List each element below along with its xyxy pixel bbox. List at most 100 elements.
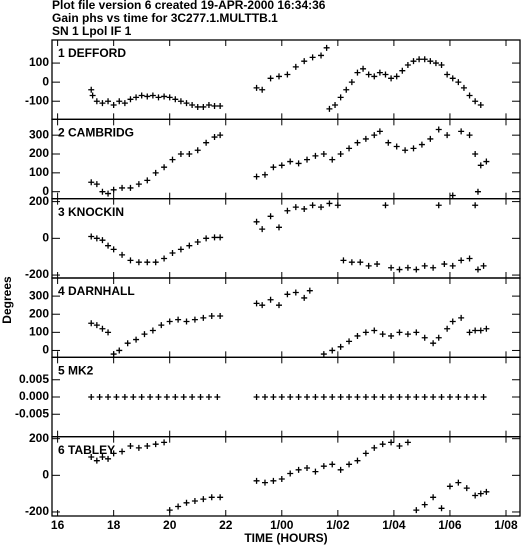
data-point (348, 79, 355, 86)
y-tick-label: 0.005 (19, 372, 49, 386)
data-point (93, 98, 100, 105)
data-point (329, 347, 336, 354)
data-point (284, 71, 291, 78)
data-point (346, 461, 353, 468)
data-point (466, 132, 473, 139)
data-point (474, 266, 481, 273)
panel-title: 5 MK2 (58, 364, 94, 378)
data-point (404, 331, 411, 338)
data-point (362, 450, 369, 457)
data-point (295, 394, 302, 400)
data-point (200, 496, 207, 503)
data-point (371, 394, 378, 400)
data-point (477, 102, 484, 109)
data-point (149, 327, 156, 334)
y-tick-label: -200 (25, 267, 49, 281)
data-point (144, 443, 151, 450)
data-point (124, 340, 131, 347)
data-point (292, 63, 299, 70)
data-point (275, 224, 282, 231)
data-point (449, 75, 456, 82)
data-point (88, 179, 95, 186)
data-point (177, 98, 184, 105)
data-point (152, 169, 159, 176)
data-point (430, 394, 437, 400)
data-point (348, 259, 355, 266)
data-point (371, 327, 378, 334)
data-point (116, 347, 123, 354)
data-point (113, 394, 120, 400)
data-point (438, 505, 445, 512)
data-point (135, 181, 142, 188)
data-point (110, 450, 117, 457)
data-point (474, 188, 481, 195)
data-point (477, 327, 484, 334)
data-point (472, 492, 479, 499)
data-point (402, 147, 409, 154)
y-tick-label: 300 (29, 288, 49, 302)
data-point (306, 287, 313, 294)
data-point (466, 92, 473, 99)
y-tick-label: 0 (42, 231, 49, 245)
data-point (284, 207, 291, 214)
data-point (110, 186, 117, 193)
data-point (186, 242, 193, 249)
data-point (183, 100, 190, 107)
data-point (480, 262, 487, 269)
data-point (127, 443, 134, 450)
data-point (337, 394, 344, 400)
data-point (253, 84, 260, 91)
x-tick-label: 20 (163, 518, 177, 532)
data-point (444, 71, 451, 78)
data-point (421, 334, 428, 341)
data-point (318, 52, 325, 59)
data-point (110, 246, 117, 253)
data-point (463, 485, 470, 492)
data-point (449, 262, 456, 269)
data-point (446, 483, 453, 490)
data-point (211, 102, 218, 109)
y-tick-label: 200 (29, 194, 49, 208)
data-point (374, 261, 381, 268)
data-point (477, 162, 484, 169)
data-point (427, 135, 434, 142)
data-point (413, 507, 420, 514)
data-point (365, 262, 372, 269)
data-point (197, 394, 204, 400)
data-point (161, 93, 168, 100)
data-point (410, 145, 417, 152)
data-point (463, 394, 470, 400)
data-point (172, 96, 179, 103)
data-point (385, 139, 392, 146)
panel-title: 2 CAMBRIDG (58, 126, 134, 140)
data-point (169, 250, 176, 257)
data-point (214, 394, 221, 400)
data-point (393, 73, 400, 80)
data-point (200, 314, 207, 321)
data-point (96, 394, 103, 400)
y-tick-label: 0 (42, 343, 49, 357)
data-point (191, 316, 198, 323)
data-point (267, 296, 274, 303)
data-point (421, 56, 428, 63)
data-point (183, 499, 190, 506)
data-point (371, 444, 378, 451)
data-point (261, 171, 268, 178)
data-point (432, 60, 439, 67)
data-point (287, 158, 294, 165)
data-point (177, 151, 184, 158)
data-point (89, 92, 96, 99)
data-point (421, 262, 428, 269)
data-point (460, 84, 467, 91)
y-tick-label: 200 (29, 306, 49, 320)
data-point (435, 126, 442, 133)
data-point (144, 259, 151, 266)
data-point (304, 156, 311, 163)
data-point (211, 234, 218, 241)
data-point (166, 94, 173, 101)
y-tick-label: -200 (25, 504, 49, 518)
data-point (477, 490, 484, 497)
data-point (334, 202, 341, 209)
data-point (259, 226, 266, 233)
data-point (189, 394, 196, 400)
